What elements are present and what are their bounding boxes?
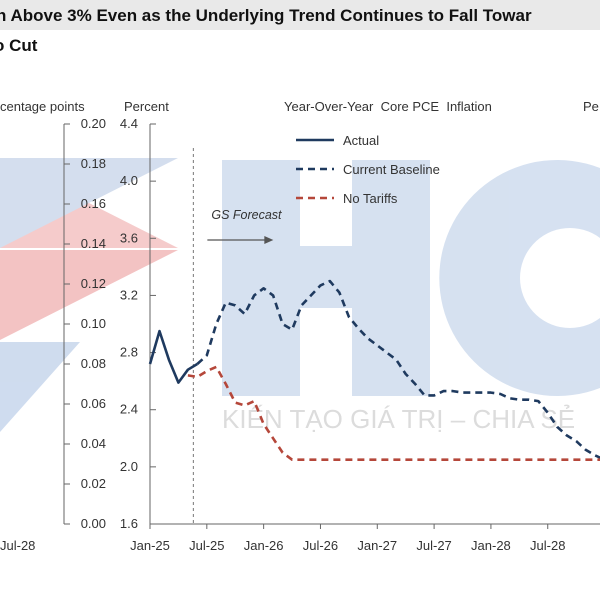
forecast-annotation: GS Forecast: [211, 208, 282, 222]
main-x-tick-label: Jan-27: [357, 538, 397, 553]
main-y-tick-label: 4.4: [120, 116, 138, 131]
left-y-tick-label: 0.14: [81, 236, 106, 251]
legend-label: Actual: [343, 133, 379, 148]
watermark-c: [439, 160, 600, 396]
main-x-tick-label: Jul-26: [303, 538, 338, 553]
watermark-blue-triangle-bottom: [0, 342, 80, 432]
left-y-tick-label: 0.16: [81, 196, 106, 211]
main-x-tick-label: Jul-27: [416, 538, 451, 553]
left-y-tick-label: 0.20: [81, 116, 106, 131]
main-x-tick-label: Jul-25: [189, 538, 224, 553]
left-y-tick-label: 0.08: [81, 356, 106, 371]
chart-title-line1: n Above 3% Even as the Underlying Trend …: [0, 6, 532, 25]
main-x-tick-label: Jul-28: [530, 538, 565, 553]
left-y-tick-label: 0.00: [81, 516, 106, 531]
legend: Actual Current Baseline No Tariffs: [296, 133, 440, 206]
right-axis-label: Pe: [583, 99, 599, 114]
left-y-tick-label: 0.18: [81, 156, 106, 171]
legend-label: Current Baseline: [343, 162, 440, 177]
main-y-tick-label: 3.6: [120, 230, 138, 245]
watermark: KIẾN TẠO GIÁ TRỊ – CHIA SẺ: [0, 158, 600, 434]
main-chart-title: Year-Over-Year Core PCE Inflation: [284, 99, 492, 114]
main-y-axis-label: Percent: [124, 99, 169, 114]
main-x-tick-label: Jan-26: [244, 538, 284, 553]
left-x-tick-label: Jul-28: [0, 538, 35, 553]
chart-title-line2: o Cut: [0, 36, 38, 55]
watermark-blue-triangle-top: [0, 158, 178, 248]
main-y-tick-label: 4.0: [120, 173, 138, 188]
left-y-tick-label: 0.10: [81, 316, 106, 331]
left-y-tick-label: 0.04: [81, 436, 106, 451]
main-chart: Percent Year-Over-Year Core PCE Inflatio…: [120, 99, 600, 553]
title-bar: [0, 0, 600, 30]
series-line-no-tariffs: [187, 365, 600, 462]
main-y-tick-label: 3.2: [120, 287, 138, 302]
main-y-tick-label: 2.4: [120, 402, 138, 417]
left-axis-label: centage points: [0, 99, 85, 114]
left-axis: centage points 0.00 0.02 0.04 0.06 0.08 0.10 0…: [0, 99, 106, 553]
main-x-tick-label: Jan-28: [471, 538, 511, 553]
left-y-tick-label: 0.02: [81, 476, 106, 491]
left-y-tick-label: 0.12: [81, 276, 106, 291]
watermark-h-left: [222, 160, 300, 396]
watermark-h-bar: [296, 246, 356, 308]
watermark-red-triangle-bottom: [0, 250, 178, 340]
forecast-arrowhead: [264, 236, 274, 244]
watermark-tagline: KIẾN TẠO GIÁ TRỊ – CHIA SẺ: [222, 404, 575, 434]
left-y-tick-label: 0.06: [81, 396, 106, 411]
legend-label: No Tariffs: [343, 191, 398, 206]
series-line-current-baseline: [196, 279, 600, 460]
main-x-tick-label: Jan-25: [130, 538, 170, 553]
main-y-tick-label: 1.6: [120, 516, 138, 531]
main-y-tick-label: 2.8: [120, 345, 138, 360]
series-line-actual: [148, 329, 198, 384]
main-y-tick-label: 2.0: [120, 459, 138, 474]
